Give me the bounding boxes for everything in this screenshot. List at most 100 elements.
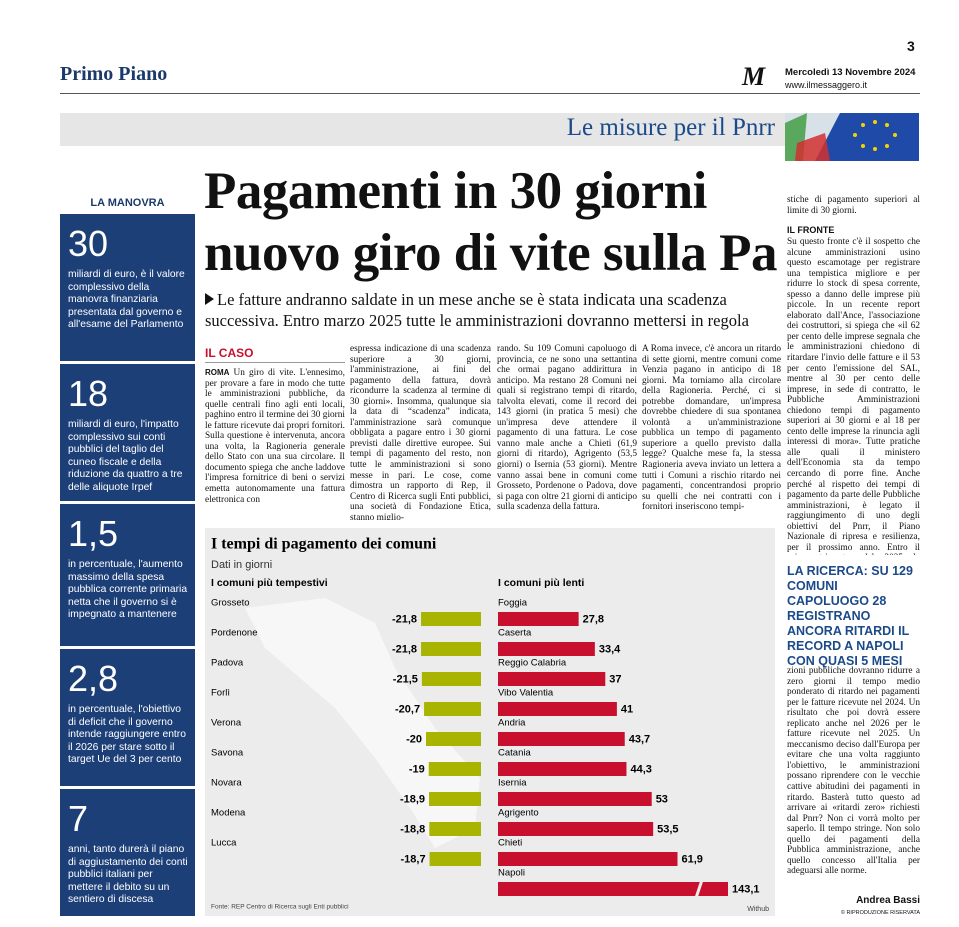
bar — [429, 792, 481, 806]
bar — [429, 822, 481, 836]
value-label: -18,8 — [400, 823, 425, 835]
sidebar-number: 30 — [68, 223, 109, 264]
bar — [498, 672, 606, 686]
bar — [498, 822, 654, 836]
article-column: espressa indicazione di una scadenza sup… — [350, 344, 491, 520]
bar — [421, 612, 481, 626]
value-label: 61,9 — [682, 853, 703, 865]
rule — [60, 93, 920, 94]
sidebar-separator — [60, 361, 195, 364]
value-label: 33,4 — [599, 643, 621, 655]
value-label: 27,8 — [583, 613, 604, 625]
category-label: Foggia — [498, 598, 528, 609]
category-label: Agrigento — [498, 808, 539, 819]
bar — [498, 612, 579, 626]
chart-title: I tempi di pagamento dei comuni — [211, 536, 437, 553]
category-label: Lucca — [211, 838, 237, 849]
category-label: Savona — [211, 748, 244, 759]
banner-bg — [60, 113, 785, 146]
value-label: -20,7 — [395, 703, 420, 715]
sidebar — [60, 214, 195, 916]
section-title: Primo Piano — [60, 63, 168, 85]
chart: I tempi di pagamento dei comuni Dati in … — [205, 528, 775, 916]
right-paragraph: Su questo fronte c'è il sospetto che alc… — [787, 237, 920, 555]
category-label: Vibo Valentia — [498, 688, 554, 699]
category-label: Caserta — [498, 628, 532, 639]
banner: Le misure per il Pnrr — [566, 114, 775, 141]
bar — [429, 852, 481, 866]
value-label: -21,8 — [392, 613, 417, 625]
subhead: Le fatture andranno saldate in un mese a… — [205, 290, 749, 330]
right-closing: zioni pubbliche dovranno ridurre a zero … — [787, 666, 920, 877]
dateline: ROMA — [205, 368, 230, 377]
sidebar-number: 18 — [68, 373, 109, 414]
value-label: -18,7 — [400, 853, 425, 865]
right-title: I comuni più lenti — [498, 577, 584, 589]
value-label: -20 — [406, 733, 422, 745]
sidebar-number: 1,5 — [68, 513, 119, 554]
page-number: 3 — [907, 38, 915, 54]
article-column: A Roma invece, c'è ancora un ritardo di … — [642, 344, 781, 513]
logo: M — [742, 62, 766, 91]
bar — [498, 642, 595, 656]
category-label: Pordenone — [211, 628, 257, 639]
value-label: -21,5 — [393, 673, 418, 685]
date: Mercoledì 13 Novembre 2024 — [785, 67, 916, 78]
value-label: 41 — [621, 703, 633, 715]
category-label: Andria — [498, 718, 526, 729]
category-label: Reggio Calabria — [498, 658, 567, 669]
sidebar-separator — [60, 646, 195, 649]
value-label: 37 — [609, 673, 621, 685]
bar — [421, 672, 481, 686]
headline-line: nuovo giro di vite sulla Pa — [204, 224, 778, 282]
credit: Withub — [747, 906, 769, 913]
category-label: Chieti — [498, 838, 522, 849]
value-label: 143,1 — [732, 883, 760, 895]
bar — [498, 702, 617, 716]
sidebar-separator — [60, 501, 195, 504]
callout: LA RICERCA: SU 129 COMUNI CAPOLUOGO 28 R… — [787, 564, 913, 668]
category-label: Napoli — [498, 868, 525, 879]
value-label: -21,8 — [392, 643, 417, 655]
sidebar-text: in percentuale, l'obiettivo di deficit c… — [68, 704, 186, 766]
article-label: IL CASO — [205, 346, 345, 363]
article-column: ROMA Un giro di vite. L'ennesimo, per pr… — [205, 368, 345, 520]
value-label: 44,3 — [630, 763, 651, 775]
column-text: Un giro di vite. L'ennesimo, per provare… — [205, 368, 345, 505]
right-subtitle: IL FRONTE — [787, 225, 835, 235]
category-label: Novara — [211, 778, 242, 789]
sidebar-text: anni, tanto durerà il piano di aggiustam… — [68, 844, 188, 906]
category-label: Forlì — [211, 688, 230, 699]
sidebar-number: 2,8 — [68, 658, 119, 699]
map-shape — [245, 598, 480, 848]
value-label: 53 — [656, 793, 668, 805]
bar — [498, 792, 652, 806]
flag-image — [785, 113, 919, 161]
chart-subtitle: Dati in giorni — [211, 559, 272, 571]
triangle — [205, 293, 214, 305]
bar — [498, 732, 625, 746]
category-label: Modena — [211, 808, 246, 819]
right-intro: stiche di pagamento superiori al limite … — [787, 195, 920, 216]
category-label: Catania — [498, 748, 531, 759]
left-title: I comuni più tempestivi — [211, 577, 328, 589]
article-column: rando. Su 109 Comuni capoluogo di provin… — [497, 344, 637, 513]
value-label: 43,7 — [629, 733, 650, 745]
bar — [424, 702, 481, 716]
sidebar-title: LA MANOVRA — [90, 197, 165, 209]
value-label: 53,5 — [657, 823, 678, 835]
sidebar-separator — [60, 786, 195, 789]
headline-line: Pagamenti in 30 giorni — [204, 162, 707, 220]
sidebar-number: 7 — [68, 798, 89, 839]
author: Andrea Bassi — [856, 895, 920, 906]
source: Fonte: REP Centro di Ricerca sugli Enti … — [211, 904, 349, 911]
bar — [426, 732, 481, 746]
bar — [428, 762, 481, 776]
bar — [498, 852, 678, 866]
sidebar-text: miliardi di euro, è il valore complessiv… — [68, 269, 185, 331]
category-label: Verona — [211, 718, 242, 729]
sidebar-text: in percentuale, l'aumento massimo della … — [68, 559, 188, 621]
category-label: Grosseto — [211, 598, 250, 609]
headline: Pagamenti in 30 giorni nuovo giro di vit… — [204, 160, 784, 284]
